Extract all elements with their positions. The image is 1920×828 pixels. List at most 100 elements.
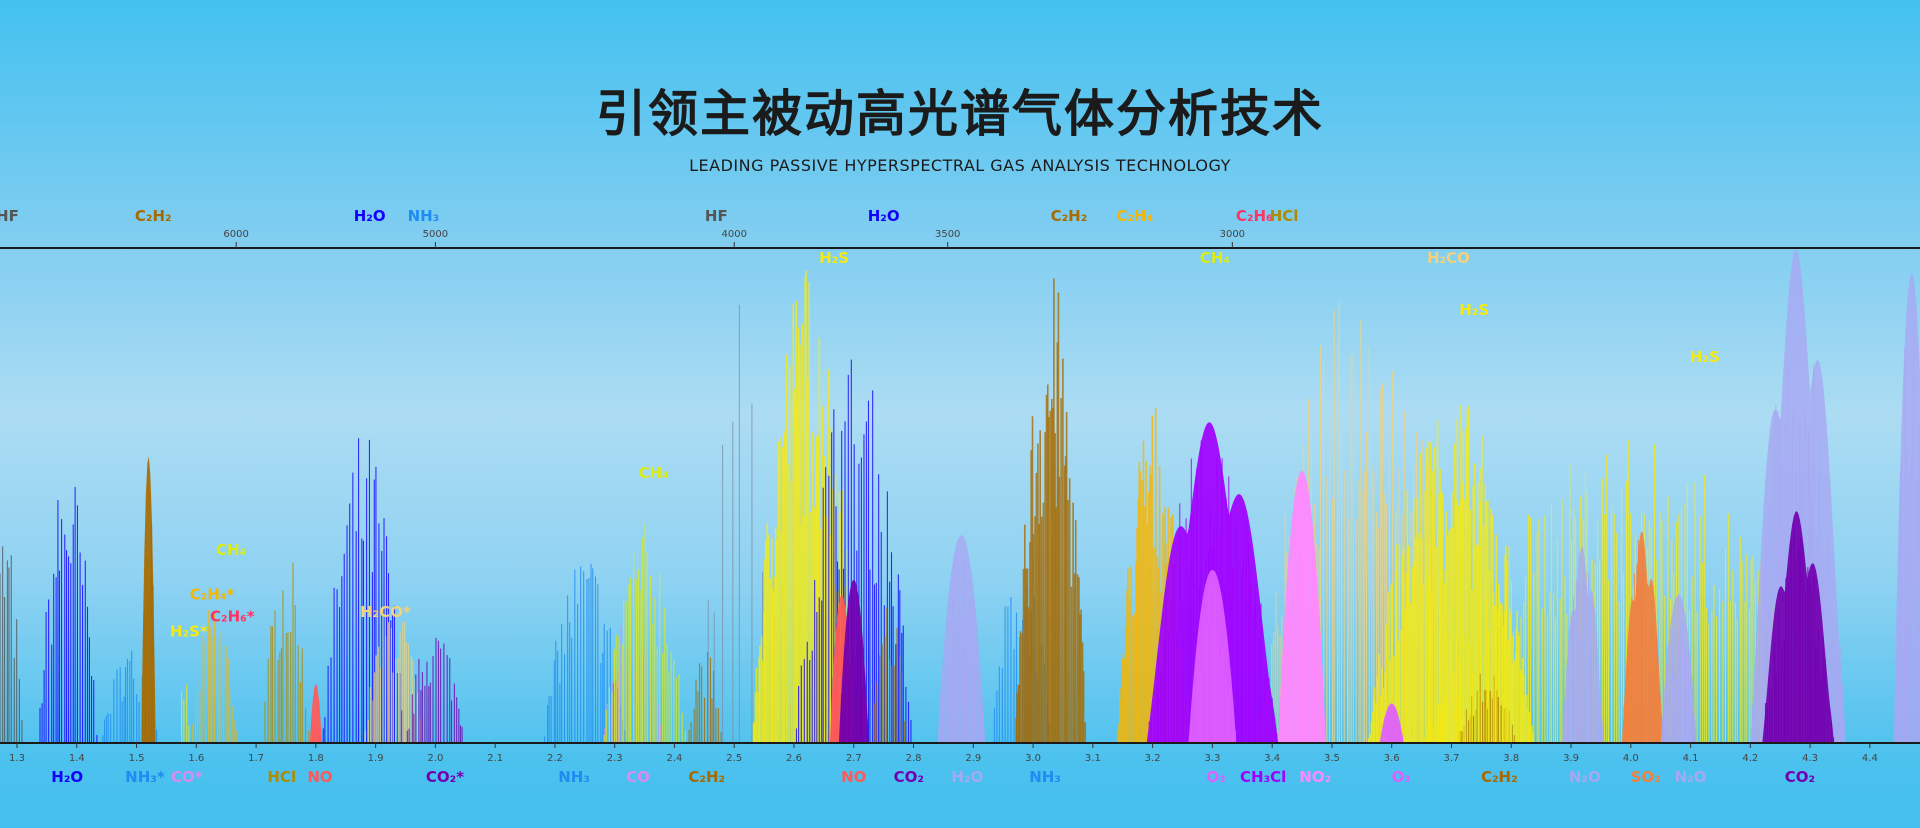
- band-h2s: [181, 684, 190, 743]
- bottom-tick-label: 1.5: [129, 753, 145, 764]
- top-tick-label: 3500: [935, 229, 960, 240]
- top-gas-label: NH₃: [408, 207, 440, 225]
- bottom-gas-label: SO₂: [1631, 768, 1661, 786]
- bottom-tick-label: 4.0: [1623, 753, 1639, 764]
- top-gas-label: H₂O: [354, 207, 386, 225]
- bottom-tick-label: 1.9: [368, 753, 384, 764]
- band-h2o: [39, 487, 98, 743]
- peak-gas-label: C₂H₆*: [210, 608, 255, 626]
- absorption-bands: [0, 249, 1920, 743]
- bottom-tick-label: 2.5: [726, 753, 742, 764]
- peak-gas-label: H₂CO*: [360, 603, 411, 621]
- band-no2: [1278, 470, 1326, 743]
- bottom-tick-label: 1.4: [69, 753, 85, 764]
- bottom-gas-label: CH₃Cl: [1240, 768, 1286, 786]
- band-fill-co2: [838, 579, 869, 743]
- bottom-gas-label: C₂H₂: [1481, 768, 1518, 786]
- peak-gas-label: H₂S: [1459, 301, 1489, 319]
- bottom-gas-label: CO: [626, 768, 650, 786]
- bottom-tick-label: 2.6: [786, 753, 802, 764]
- band-nh3: [543, 563, 626, 743]
- top-tick-label: 6000: [223, 229, 248, 240]
- bottom-tick-label: 2.4: [667, 753, 683, 764]
- top-gas-label: C₂H₄: [1116, 207, 1153, 225]
- band-no: [309, 683, 322, 743]
- bottom-tick-label: 2.7: [846, 753, 862, 764]
- band-c2h2: [688, 651, 722, 743]
- bottom-tick-label: 2.3: [607, 753, 623, 764]
- bottom-gas-label: C₂H₂: [688, 768, 725, 786]
- page-title: 引领主被动高光谱气体分析技术: [596, 85, 1324, 143]
- top-gas-label: H₂O: [868, 207, 900, 225]
- bottom-tick-label: 3.1: [1085, 753, 1101, 764]
- bottom-tick-label: 1.3: [9, 753, 25, 764]
- bottom-gas-label: NO₂: [1299, 768, 1331, 786]
- bottom-gas-label: CO₂: [894, 768, 924, 786]
- top-gas-label: C₂H₂: [1051, 207, 1088, 225]
- bottom-gas-label: H₂O: [51, 768, 83, 786]
- bottom-tick-label: 3.5: [1324, 753, 1340, 764]
- bottom-tick-label: 3.6: [1384, 753, 1400, 764]
- bottom-tick-label: 1.8: [308, 753, 324, 764]
- bottom-tick-label: 1.7: [248, 753, 264, 764]
- bottom-tick-label: 2.9: [965, 753, 981, 764]
- bottom-gas-label: CO₂*: [426, 768, 464, 786]
- bottom-gas-label: N₂O: [1675, 768, 1707, 786]
- bottom-gas-label: NO: [841, 768, 866, 786]
- band-ch4: [603, 523, 686, 743]
- bottom-gas-label: O₃: [1392, 768, 1411, 786]
- bottom-gas-label: H₂O: [951, 768, 983, 786]
- bottom-tick-label: 2.8: [906, 753, 922, 764]
- band-co2: [838, 579, 869, 743]
- band-fill-no: [309, 683, 322, 743]
- top-gas-label: HF: [705, 207, 728, 225]
- peak-gas-label: CH₄: [216, 541, 246, 559]
- band-hcl: [264, 562, 310, 743]
- top-tick-label: 5000: [423, 229, 448, 240]
- bottom-tick-label: 2.1: [487, 753, 503, 764]
- bottom-tick-label: 3.2: [1145, 753, 1161, 764]
- peak-gas-label: CH₄: [639, 464, 669, 482]
- bottom-tick-label: 4.4: [1862, 753, 1878, 764]
- band-n2o: [1562, 545, 1604, 743]
- peak-gas-label: C₂H₄*: [190, 585, 235, 603]
- bottom-gas-label: CO₂: [1785, 768, 1815, 786]
- peak-gas-label: H₂S: [1690, 348, 1720, 366]
- top-gas-label: C₂H₂: [135, 207, 172, 225]
- bottom-tick-label: 3.7: [1444, 753, 1460, 764]
- bottom-tick-label: 2.2: [547, 753, 563, 764]
- top-tick-label: 3000: [1220, 229, 1245, 240]
- bottom-tick-label: 4.1: [1683, 753, 1699, 764]
- band-n2o: [1893, 272, 1920, 743]
- band-c2h2: [141, 456, 156, 743]
- bottom-gas-label: NH₃: [1029, 768, 1061, 786]
- band-h2co: [364, 615, 421, 743]
- bottom-gas-label: O₃: [1206, 768, 1225, 786]
- peak-gas-label: CH₄: [1200, 249, 1230, 267]
- top-gas-label: HF: [0, 207, 19, 225]
- band-c2h2: [1015, 278, 1087, 743]
- band-fill-n2o: [937, 535, 986, 743]
- page-subtitle: LEADING PASSIVE HYPERSPECTRAL GAS ANALYS…: [689, 156, 1231, 175]
- bottom-tick-label: 1.6: [188, 753, 204, 764]
- bottom-gas-label: NH₃: [558, 768, 590, 786]
- bottom-tick-label: 3.0: [1025, 753, 1041, 764]
- bottom-gas-label: CO*: [171, 768, 203, 786]
- peak-gas-label: H₂S: [819, 249, 849, 267]
- band-h2o: [322, 438, 403, 743]
- top-gas-label: C₂H₆: [1236, 207, 1273, 225]
- bottom-tick-label: 3.8: [1503, 753, 1519, 764]
- band-c2h4: [192, 609, 238, 743]
- bottom-gas-label: N₂O: [1569, 768, 1601, 786]
- bottom-gas-label: HCl: [267, 768, 296, 786]
- bottom-gas-label: NO: [307, 768, 332, 786]
- band-co2: [1762, 511, 1835, 743]
- band-c2h2: [874, 607, 905, 743]
- band-n2o: [1660, 594, 1697, 743]
- top-gas-label: HCl: [1270, 207, 1299, 225]
- band-hf: [0, 546, 23, 743]
- bottom-tick-label: 3.4: [1264, 753, 1280, 764]
- bottom-tick-label: 3.9: [1563, 753, 1579, 764]
